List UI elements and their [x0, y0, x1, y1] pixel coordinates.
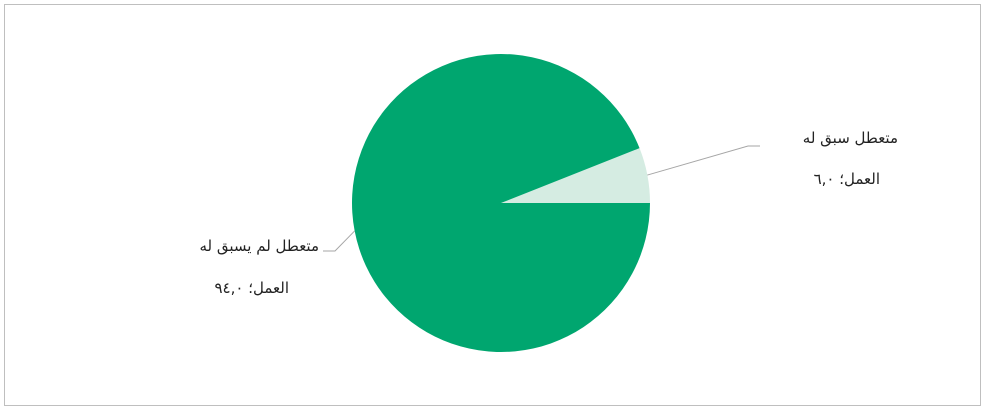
slice-label-1-line2: العمل؛ ٦,٠ [814, 170, 880, 188]
pie-slice-1 [501, 148, 650, 203]
leader-line-2 [323, 230, 355, 252]
slice-label-1-line1: متعطل سبق له [803, 129, 898, 147]
leader-lines [323, 145, 760, 252]
pie-slices [352, 54, 650, 353]
slice-label-2-line2: العمل؛ ٩٤,٠ [215, 279, 290, 297]
leader-line-1 [647, 145, 760, 176]
slice-label-2-line1: متعطل لم يسبق له [199, 237, 319, 255]
pie-slice-2 [352, 54, 650, 353]
